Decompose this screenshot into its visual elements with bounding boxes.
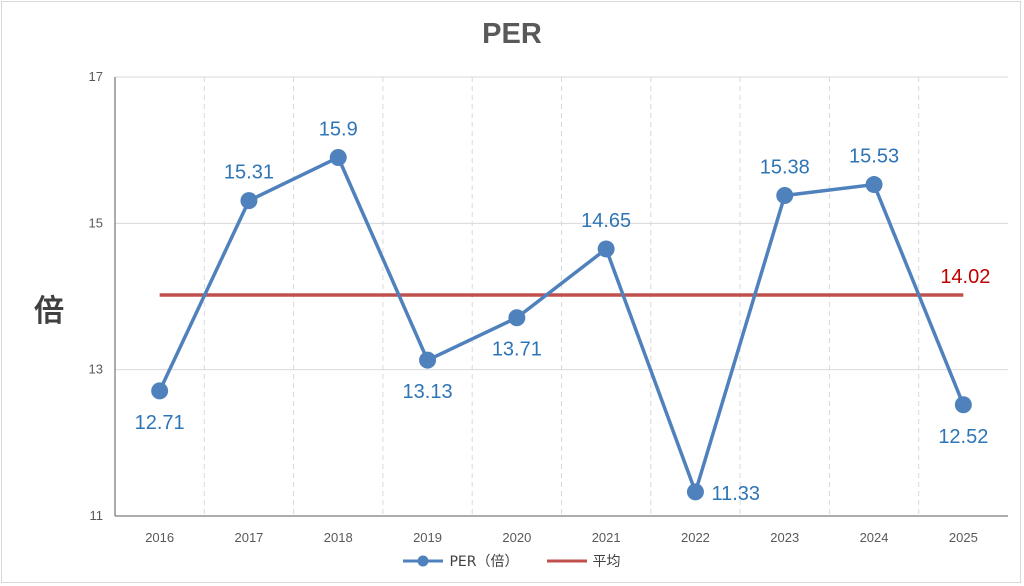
per-data-label: 12.52 [938, 426, 988, 448]
per-data-label: 14.65 [581, 210, 631, 232]
legend-label-per: PER（倍） [449, 554, 519, 570]
x-tick-label: 2016 [145, 530, 174, 545]
y-tick-label: 11 [90, 508, 104, 523]
legend-item-per: PER（倍） [403, 551, 519, 571]
y-tick-label: 13 [89, 362, 103, 377]
x-tick-label: 2025 [949, 530, 978, 545]
y-tick-label: 15 [89, 215, 103, 230]
chart-title: PER [482, 18, 542, 50]
per-data-label: 12.71 [135, 412, 185, 434]
x-tick-label: 2021 [592, 530, 621, 545]
per-data-point [419, 351, 437, 369]
x-tick-label: 2023 [770, 530, 799, 545]
per-data-point [954, 396, 972, 414]
per-data-point [508, 309, 526, 327]
chart-legend: PER（倍） 平均 [0, 551, 1024, 571]
per-data-label: 13.71 [492, 339, 542, 361]
per-data-point [151, 382, 169, 400]
per-data-point [597, 240, 615, 258]
per-data-point [865, 176, 883, 194]
legend-swatch-per [403, 555, 444, 567]
x-tick-label: 2020 [502, 530, 531, 545]
y-axis-label: 倍 [34, 294, 64, 329]
per-data-point [240, 192, 258, 210]
per-data-label: 15.9 [319, 118, 358, 140]
per-data-point [776, 187, 794, 205]
per-data-point [686, 483, 704, 501]
x-tick-label: 2017 [234, 530, 263, 545]
per-data-label: 13.13 [403, 381, 453, 403]
per-data-label: 15.53 [849, 146, 899, 168]
per-data-point [329, 148, 347, 166]
average-value-label: 14.02 [940, 266, 990, 288]
y-tick-label: 17 [89, 69, 103, 84]
x-tick-label: 2018 [324, 530, 353, 545]
legend-swatch-average [546, 559, 587, 563]
per-data-label: 11.33 [711, 483, 760, 505]
per-data-label: 15.38 [760, 157, 810, 179]
x-tick-label: 2019 [413, 530, 442, 545]
legend-item-average: 平均 [546, 551, 621, 571]
legend-label-average: 平均 [592, 554, 621, 570]
per-data-label: 15.31 [224, 162, 274, 184]
x-tick-label: 2022 [681, 530, 710, 545]
per-series-line [158, 155, 965, 494]
x-tick-label: 2024 [860, 530, 889, 545]
